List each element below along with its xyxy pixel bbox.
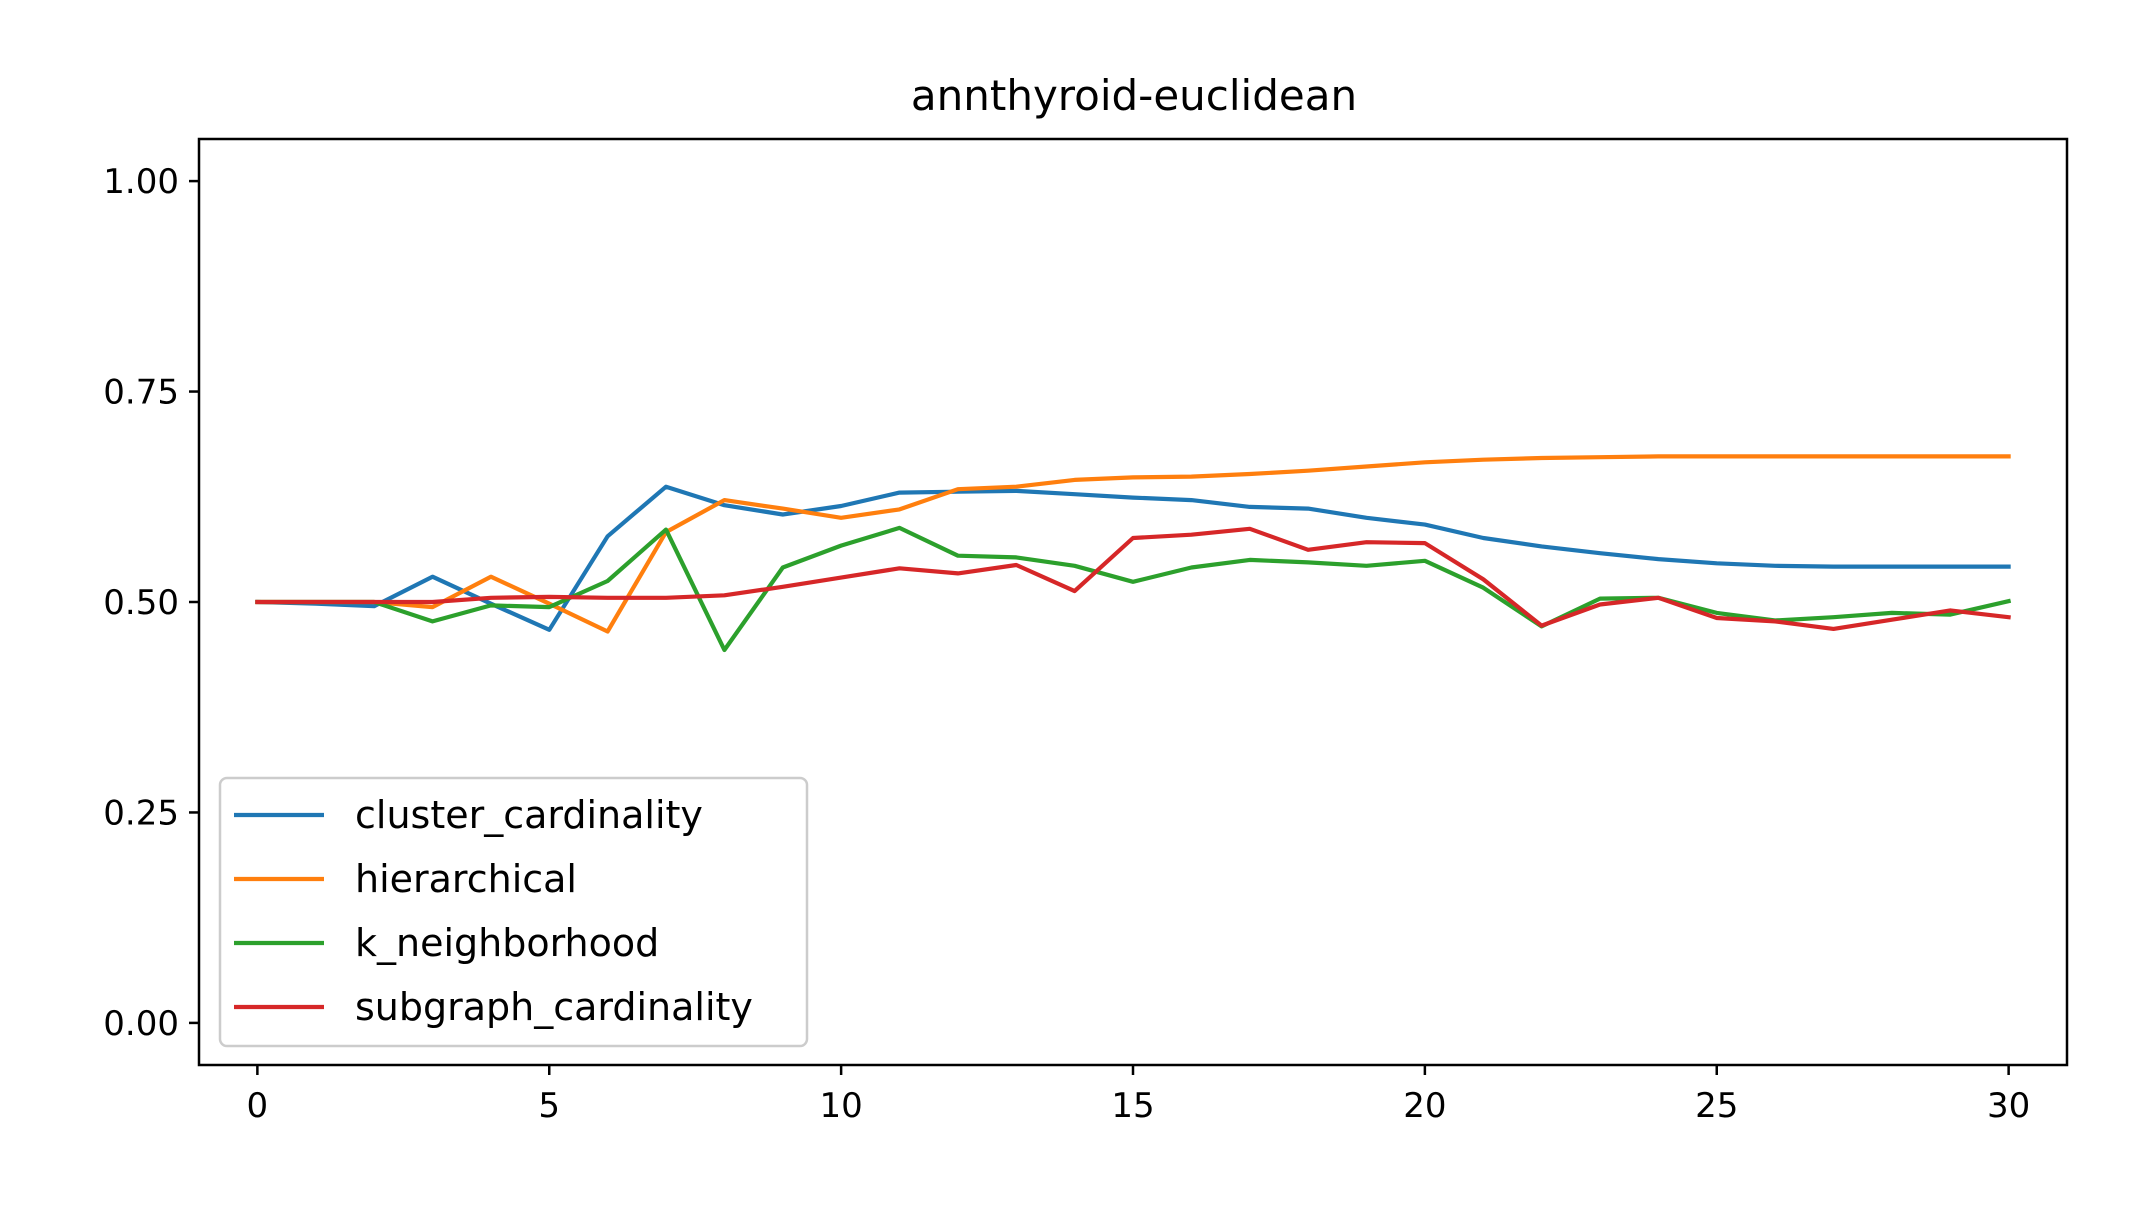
legend-label-k-neighborhood: k_neighborhood bbox=[355, 921, 659, 965]
x-tick-label: 5 bbox=[538, 1086, 560, 1126]
y-tick-label: 1.00 bbox=[103, 162, 179, 202]
legend: cluster_cardinality hierarchical k_neighbo… bbox=[218, 776, 809, 1048]
x-tick-label: 20 bbox=[1403, 1086, 1446, 1126]
series-line-cluster-cardinality bbox=[255, 484, 2011, 632]
chart-title: annthyroid-euclidean bbox=[911, 71, 1357, 120]
y-tick-label: 0.25 bbox=[103, 793, 179, 833]
x-axis: 0 5 10 15 20 25 30 bbox=[247, 1065, 2030, 1126]
x-tick-label: 15 bbox=[1111, 1086, 1154, 1126]
series-line-hierarchical bbox=[255, 454, 2011, 634]
x-tick-label: 0 bbox=[247, 1086, 269, 1126]
series-lines bbox=[255, 454, 2012, 653]
x-tick-label: 10 bbox=[819, 1086, 862, 1126]
y-axis: 0.00 0.25 0.50 0.75 1.00 bbox=[103, 162, 199, 1044]
y-tick-label: 0.00 bbox=[103, 1004, 179, 1044]
y-tick-label: 0.50 bbox=[103, 583, 179, 623]
x-tick-label: 25 bbox=[1695, 1086, 1738, 1126]
y-tick-label: 0.75 bbox=[103, 373, 179, 413]
series-line-k-neighborhood bbox=[255, 525, 2012, 653]
legend-label-subgraph-cardinality: subgraph_cardinality bbox=[355, 985, 753, 1029]
legend-label-cluster-cardinality: cluster_cardinality bbox=[355, 793, 703, 837]
legend-label-hierarchical: hierarchical bbox=[355, 857, 577, 901]
series-line-subgraph-cardinality bbox=[255, 526, 2011, 632]
legend-box bbox=[218, 776, 809, 1048]
x-tick-label: 30 bbox=[1987, 1086, 2030, 1126]
